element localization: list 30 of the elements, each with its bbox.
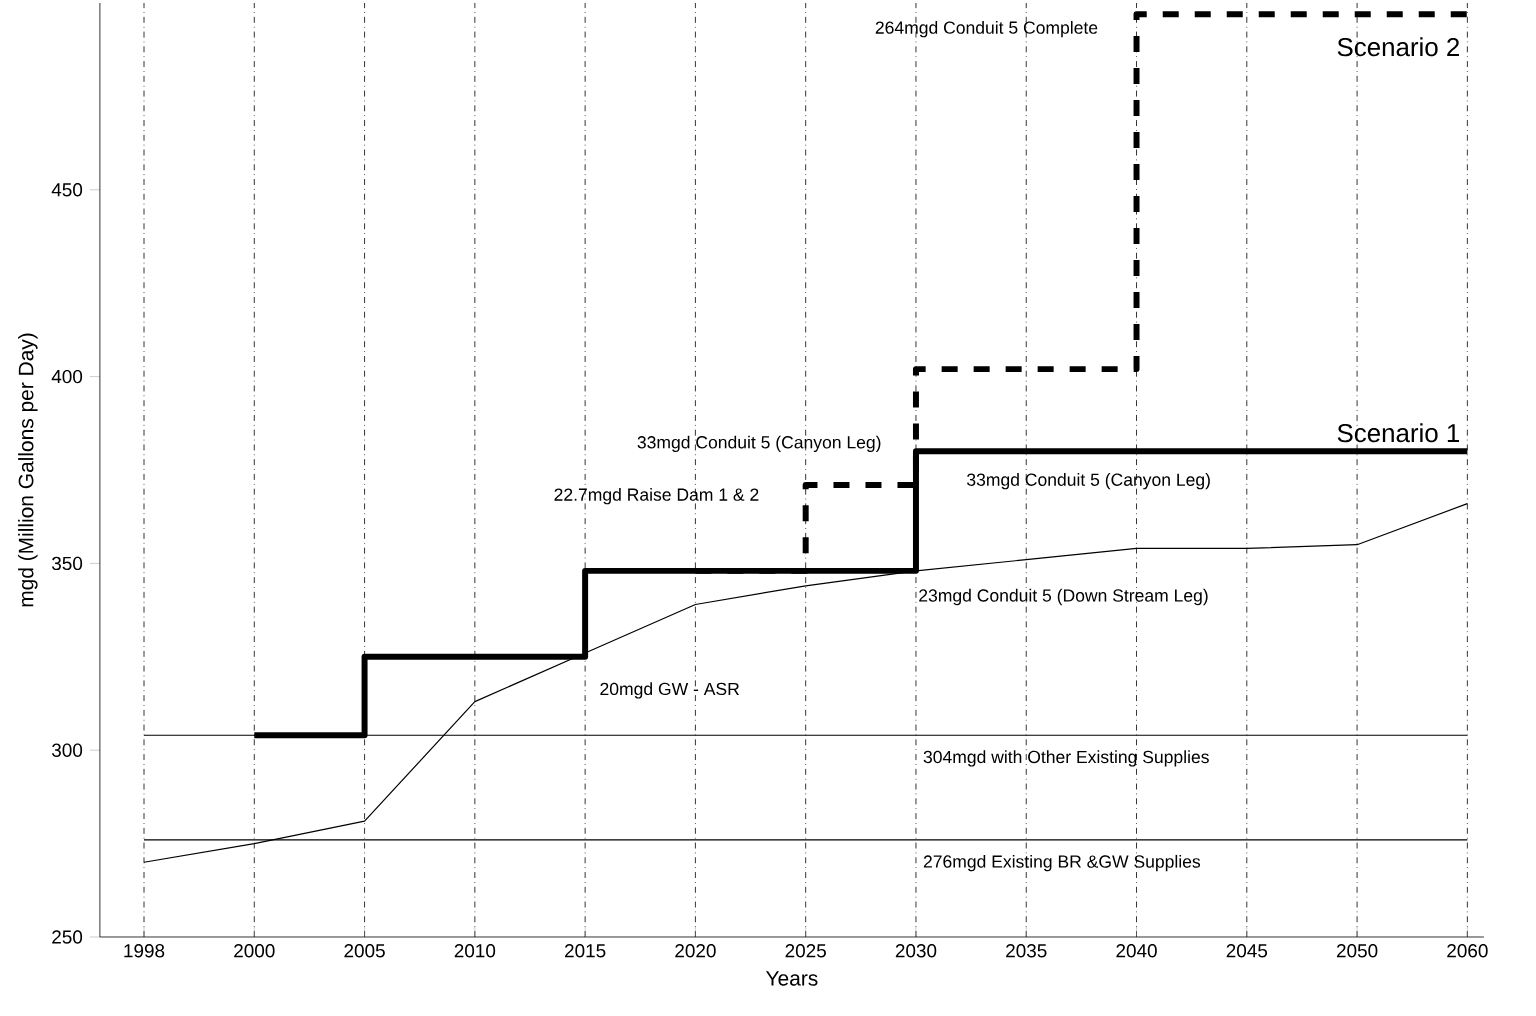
ref-line-label: 276mgd Existing BR &GW Supplies bbox=[923, 854, 1201, 872]
x-tick-label: 2025 bbox=[785, 944, 826, 958]
x-tick-label: 2015 bbox=[565, 944, 606, 958]
y-tick-label: 450 bbox=[51, 183, 83, 197]
x-tick-label: 2040 bbox=[1116, 944, 1157, 958]
x-tick-label: 2030 bbox=[895, 944, 937, 958]
x-tick-label: 2000 bbox=[234, 944, 275, 958]
annotation: 23mgd Conduit 5 (Down Stream Leg) bbox=[919, 588, 1208, 606]
annotation: 20mgd GW - ASR bbox=[600, 682, 739, 699]
ref-line-label: 304mgd with Other Existing Supplies bbox=[923, 750, 1209, 767]
y-tick-label: 400 bbox=[51, 369, 83, 384]
x-axis-title: Years bbox=[766, 971, 818, 986]
x-tick-label: 2010 bbox=[454, 944, 496, 958]
y-tick-label: 250 bbox=[52, 930, 83, 944]
x-tick-label: 2050 bbox=[1336, 944, 1378, 958]
x-tick-label: 2005 bbox=[344, 944, 385, 958]
x-tick-label: 2020 bbox=[675, 944, 716, 958]
annotation: 264mgd Conduit 5 Complete bbox=[875, 20, 1098, 38]
x-tick-label: 2045 bbox=[1226, 944, 1268, 958]
annotation: 22.7mgd Raise Dam 1 & 2 bbox=[554, 487, 759, 505]
x-tick-label: 2035 bbox=[1006, 944, 1047, 958]
x-tick-label: 1998 bbox=[124, 944, 165, 958]
y-tick-label: 300 bbox=[51, 743, 83, 757]
series-label: Scenario 2 bbox=[1337, 37, 1459, 57]
annotation: 33mgd Conduit 5 (Canyon Leg) bbox=[637, 435, 881, 452]
series-label: Scenario 1 bbox=[1337, 423, 1460, 443]
annotation: 33mgd Conduit 5 (Canyon Leg) bbox=[967, 473, 1210, 490]
y-axis-title: mgd (Million Gallons per Day) bbox=[18, 333, 38, 607]
y-tick-label: 350 bbox=[51, 556, 83, 571]
x-tick-label: 2060 bbox=[1447, 944, 1488, 958]
